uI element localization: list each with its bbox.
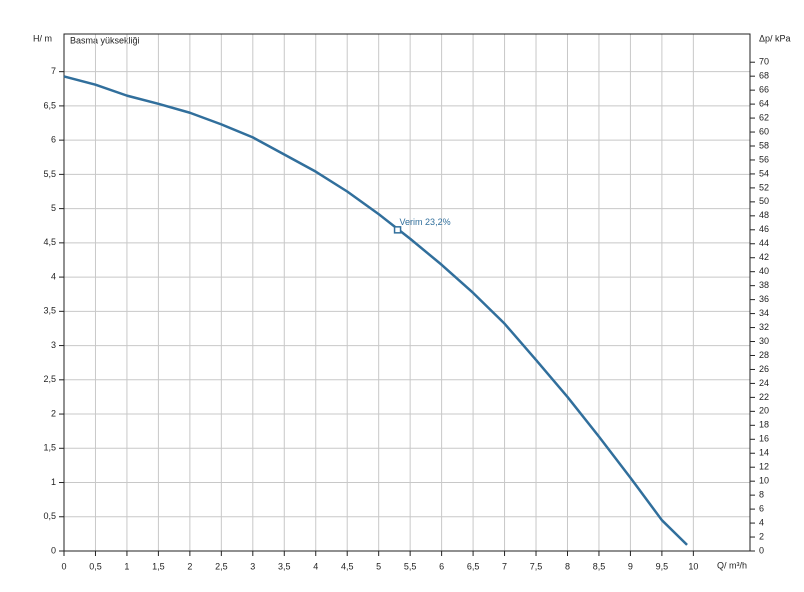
x-tick-label: 5,5 bbox=[404, 561, 417, 571]
x-tick-label: 2 bbox=[187, 561, 192, 571]
y2-tick-label: 48 bbox=[759, 210, 769, 220]
x-tick-label: 6,5 bbox=[467, 561, 480, 571]
y2-tick-label: 40 bbox=[759, 266, 769, 276]
y2-tick-label: 22 bbox=[759, 392, 769, 402]
x-tick-label: 8,5 bbox=[593, 561, 606, 571]
y2-tick-label: 46 bbox=[759, 224, 769, 234]
y2-tick-label: 18 bbox=[759, 420, 769, 430]
y-axis-label: H/ m bbox=[33, 33, 52, 43]
x-tick-label: 9 bbox=[628, 561, 633, 571]
y-tick-label: 4 bbox=[51, 271, 56, 281]
y2-tick-label: 30 bbox=[759, 336, 769, 346]
y-tick-label: 1,5 bbox=[43, 443, 56, 453]
x-tick-label: 8 bbox=[565, 561, 570, 571]
y2-tick-label: 26 bbox=[759, 364, 769, 374]
y2-tick-label: 36 bbox=[759, 294, 769, 304]
y-tick-label: 1 bbox=[51, 477, 56, 487]
y-tick-label: 2 bbox=[51, 408, 56, 418]
x-tick-label: 3 bbox=[250, 561, 255, 571]
x-tick-label: 7 bbox=[502, 561, 507, 571]
y2-tick-label: 52 bbox=[759, 182, 769, 192]
y2-tick-label: 2 bbox=[759, 531, 764, 541]
y2-tick-label: 4 bbox=[759, 517, 764, 527]
y2-tick-label: 0 bbox=[759, 545, 764, 555]
y2-tick-label: 10 bbox=[759, 476, 769, 486]
y2-tick-label: 6 bbox=[759, 503, 764, 513]
y2-tick-label: 28 bbox=[759, 350, 769, 360]
x-tick-label: 10 bbox=[688, 561, 698, 571]
y-tick-label: 5 bbox=[51, 203, 56, 213]
y-tick-label: 4,5 bbox=[43, 237, 56, 247]
y2-tick-label: 68 bbox=[759, 71, 769, 81]
curve bbox=[63, 75, 688, 546]
x-tick-label: 0,5 bbox=[89, 561, 102, 571]
x-tick-label: 1,5 bbox=[152, 561, 165, 571]
y-tick-label: 2,5 bbox=[43, 374, 56, 384]
y2-tick-label: 58 bbox=[759, 140, 769, 150]
y-tick-label: 0 bbox=[51, 545, 56, 555]
y2-tick-label: 70 bbox=[759, 57, 769, 67]
x-tick-label: 2,5 bbox=[215, 561, 228, 571]
y2-tick-label: 34 bbox=[759, 308, 769, 318]
chart-title: Basma yüksekliği bbox=[70, 35, 140, 45]
x-tick-label: 7,5 bbox=[530, 561, 543, 571]
y2-tick-label: 44 bbox=[759, 238, 769, 248]
y-tick-label: 3,5 bbox=[43, 306, 56, 316]
y2-tick-label: 20 bbox=[759, 406, 769, 416]
y2-tick-label: 50 bbox=[759, 196, 769, 206]
x-axis-label: Q/ m³/h bbox=[717, 560, 747, 570]
x-tick-label: 1 bbox=[124, 561, 129, 571]
y-tick-label: 6 bbox=[51, 135, 56, 145]
x-tick-label: 6 bbox=[439, 561, 444, 571]
y2-tick-label: 24 bbox=[759, 378, 769, 388]
y2-axis-label: Δp/ kPa bbox=[759, 33, 791, 43]
y2-tick-label: 38 bbox=[759, 280, 769, 290]
x-tick-label: 3,5 bbox=[278, 561, 291, 571]
y2-tick-label: 32 bbox=[759, 322, 769, 332]
y2-tick-label: 16 bbox=[759, 434, 769, 444]
y-tick-label: 7 bbox=[51, 66, 56, 76]
operating-point bbox=[393, 226, 402, 234]
y2-tick-label: 60 bbox=[759, 126, 769, 136]
plot-frame bbox=[63, 33, 751, 552]
y-tick-label: 0,5 bbox=[43, 511, 56, 521]
y2-tick-label: 66 bbox=[759, 85, 769, 95]
y2-tick-label: 8 bbox=[759, 490, 764, 500]
y-tick-label: 6,5 bbox=[43, 100, 56, 110]
y2-tick-label: 12 bbox=[759, 462, 769, 472]
y2-tick-label: 56 bbox=[759, 154, 769, 164]
x-tick-label: 4,5 bbox=[341, 561, 354, 571]
y2-tick-label: 62 bbox=[759, 112, 769, 122]
y2-tick-label: 64 bbox=[759, 98, 769, 108]
x-tick-label: 0 bbox=[61, 561, 66, 571]
y2-tick-label: 54 bbox=[759, 168, 769, 178]
y2-tick-label: 14 bbox=[759, 448, 769, 458]
y2-tick-label: 42 bbox=[759, 252, 769, 262]
y-tick-label: 5,5 bbox=[43, 169, 56, 179]
annotation: Verim 23,2% bbox=[400, 217, 451, 227]
x-tick-label: 4 bbox=[313, 561, 318, 571]
x-tick-label: 9,5 bbox=[656, 561, 669, 571]
y-tick-label: 3 bbox=[51, 340, 56, 350]
x-tick-label: 5 bbox=[376, 561, 381, 571]
